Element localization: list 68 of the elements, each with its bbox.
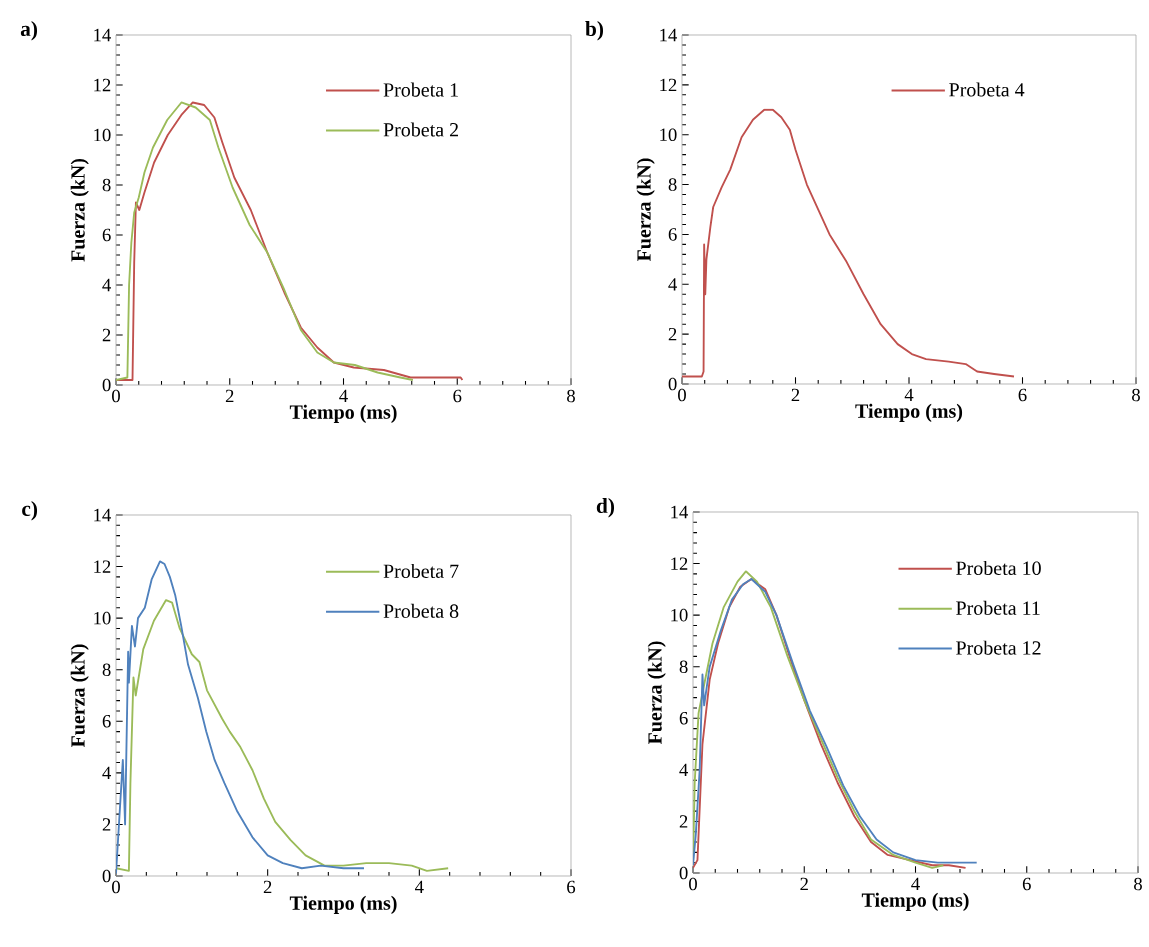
y-tick-label: 2 (668, 327, 677, 341)
x-tick-label: 6 (567, 880, 576, 894)
x-tick-label: 2 (791, 388, 800, 402)
x-tick-label: 4 (904, 388, 914, 401)
y-tick-label: 10 (671, 608, 688, 622)
y-tick-label: 6 (668, 228, 677, 241)
y-tick-label: 14 (94, 508, 112, 522)
x-tick-label: 4 (415, 880, 424, 893)
y-tick-label: 4 (668, 278, 678, 291)
y-axis-title: Fuerza (kN) (70, 644, 89, 748)
legend-label: Probeta 7 (383, 563, 459, 578)
x-tick-label: 2 (263, 880, 272, 894)
x-tick-label: 4 (339, 389, 348, 402)
y-tick-label: 6 (102, 228, 111, 242)
y-tick-label: 14 (94, 28, 112, 42)
x-axis-title: Tiempo (ms) (855, 403, 963, 422)
y-tick-label: 10 (94, 128, 111, 142)
x-axis-title: Tiempo (ms) (861, 892, 969, 911)
legend-label: Probeta 1 (383, 82, 458, 97)
x-tick-label: 6 (1022, 877, 1031, 891)
x-tick-label: 4 (911, 877, 920, 890)
legend-label: Probeta 11 (956, 600, 1040, 615)
y-tick-label: 6 (102, 715, 111, 728)
y-tick-label: 14 (671, 505, 689, 519)
y-tick-label: 6 (679, 712, 688, 725)
x-tick-label: 8 (1132, 388, 1140, 402)
x-tick-label: 8 (567, 389, 575, 403)
y-tick-label: 8 (102, 178, 111, 192)
x-tick-label: 2 (800, 877, 808, 891)
line-series (116, 560, 365, 875)
x-axis-title: Tiempo (ms) (289, 895, 397, 914)
y-tick-label: 12 (660, 78, 677, 92)
legend-label: Probeta 12 (956, 640, 1041, 655)
y-tick-label: 4 (102, 278, 112, 292)
y-tick-label: 12 (671, 557, 688, 570)
y-axis-title: Fuerza (kN) (647, 641, 666, 745)
legend-label: Probeta 10 (956, 560, 1041, 575)
y-tick-label: 0 (668, 377, 677, 391)
y-tick-label: 8 (679, 660, 688, 674)
chart-title: b) (585, 21, 604, 41)
x-tick-label: 2 (225, 389, 234, 403)
y-tick-label: 2 (679, 815, 688, 828)
y-axis-title: Fuerza (kN) (70, 158, 89, 262)
y-tick-label: 8 (668, 178, 677, 191)
x-tick-label: 6 (1018, 388, 1027, 402)
y-tick-label: 2 (102, 328, 111, 342)
y-tick-label: 14 (660, 28, 678, 42)
legend-label: Probeta 8 (383, 603, 459, 618)
y-tick-label: 4 (679, 763, 689, 776)
legend-label: Probeta 4 (949, 82, 1025, 97)
chart-title: d) (596, 498, 615, 518)
x-tick-label: 6 (453, 389, 462, 403)
y-tick-label: 12 (94, 560, 111, 573)
chart-title: c) (22, 501, 38, 521)
line-series (116, 599, 450, 872)
y-tick-label: 10 (94, 611, 111, 625)
y-tick-label: 0 (102, 378, 111, 392)
x-axis-title: Tiempo (ms) (289, 404, 397, 423)
y-tick-label: 2 (102, 818, 111, 831)
chart-title: a) (20, 21, 38, 41)
y-tick-label: 0 (679, 866, 688, 880)
y-tick-label: 10 (660, 128, 677, 142)
y-axis-title: Fuerza (kN) (636, 158, 655, 262)
y-tick-label: 4 (102, 766, 112, 779)
y-tick-label: 8 (102, 663, 111, 677)
x-tick-label: 8 (1134, 877, 1142, 891)
y-tick-label: 12 (94, 78, 111, 92)
legend-label: Probeta 2 (383, 122, 458, 137)
